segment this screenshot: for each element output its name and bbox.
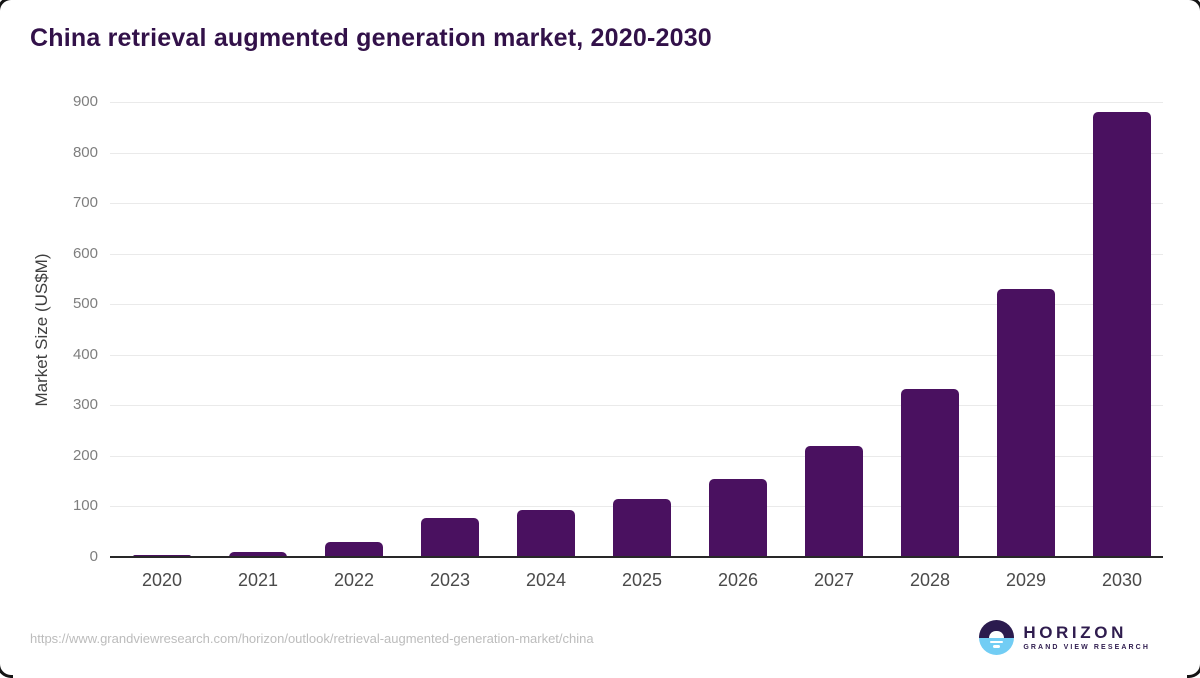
- logo-sky-half: [979, 620, 1015, 638]
- y-tick-label-900: 900: [72, 93, 98, 110]
- bar-2025[interactable]: [613, 498, 671, 557]
- y-tick-label-500: 500: [72, 295, 98, 313]
- bar-2022[interactable]: [325, 542, 383, 557]
- gridline-900: [110, 102, 1163, 103]
- bar-2030[interactable]: [1093, 112, 1151, 557]
- card-corner-bottom-left: [0, 662, 13, 678]
- bar-2020[interactable]: [133, 554, 191, 557]
- y-tick-label-0: 0: [89, 548, 98, 565]
- chart-title: China retrieval augmented generation mar…: [30, 24, 712, 52]
- card-corner-top-left: [0, 0, 13, 13]
- x-axis-line: [110, 556, 1163, 558]
- y-axis-title: Market Size (US$M): [32, 253, 51, 407]
- bar-2021[interactable]: [229, 551, 287, 557]
- y-tick-label-400: 400: [72, 345, 98, 363]
- x-tick-label-2028: 2028: [909, 570, 951, 590]
- x-tick-label-2030: 2030: [1101, 570, 1143, 590]
- x-tick-label-2020: 2020: [141, 570, 183, 590]
- x-tick-label-2021: 2021: [237, 570, 279, 590]
- y-tick-label-300: 300: [72, 396, 98, 414]
- bar-2027[interactable]: [805, 445, 863, 557]
- x-tick-label-2026: 2026: [717, 570, 759, 590]
- gridline-200: [110, 455, 1163, 457]
- logo-sun-shape: [989, 630, 1005, 638]
- logo-reflection-line: [990, 640, 1004, 643]
- bar-2029[interactable]: [997, 288, 1055, 557]
- x-tick-label-2022: 2022: [333, 570, 375, 590]
- logo-reflection-line: [993, 645, 1001, 648]
- bar-2024[interactable]: [517, 510, 575, 557]
- bar-2028[interactable]: [901, 389, 959, 557]
- card-corner-top-right: [1187, 0, 1200, 13]
- card-corner-bottom-right: [1187, 662, 1200, 678]
- gridline-800: [110, 152, 1163, 154]
- horizon-logo: HORIZON GRAND VIEW RESEARCH: [979, 620, 1150, 655]
- plot-area: 0 100 200 300 400 500 600 700 800 900 2020 2021 2022…: [73, 93, 1163, 590]
- horizon-sun-icon: [979, 620, 1015, 655]
- y-tick-label-700: 700: [72, 194, 98, 212]
- gridline-300: [110, 405, 1163, 407]
- gridline-600: [110, 253, 1163, 255]
- x-tick-label-2023: 2023: [429, 570, 471, 590]
- gridline-400: [110, 354, 1163, 356]
- x-tick-label-2025: 2025: [621, 570, 663, 590]
- y-tick-label-600: 600: [72, 244, 98, 262]
- logo-brand-text: HORIZON: [1023, 622, 1127, 642]
- y-tick-label-800: 800: [72, 143, 98, 161]
- x-tick-label-2029: 2029: [1005, 570, 1047, 590]
- logo-subbrand-text: GRAND VIEW RESEARCH: [1023, 644, 1150, 652]
- bar-2023[interactable]: [421, 517, 479, 557]
- y-tick-label-100: 100: [72, 497, 98, 515]
- x-tick-label-2027: 2027: [813, 570, 855, 590]
- x-tick-label-2024: 2024: [525, 570, 567, 590]
- gridline-500: [110, 304, 1163, 306]
- y-tick-label-200: 200: [72, 446, 98, 464]
- gridline-700: [110, 203, 1163, 205]
- source-url: https://www.grandviewresearch.com/horizo…: [30, 631, 594, 646]
- bar-2026[interactable]: [709, 479, 767, 557]
